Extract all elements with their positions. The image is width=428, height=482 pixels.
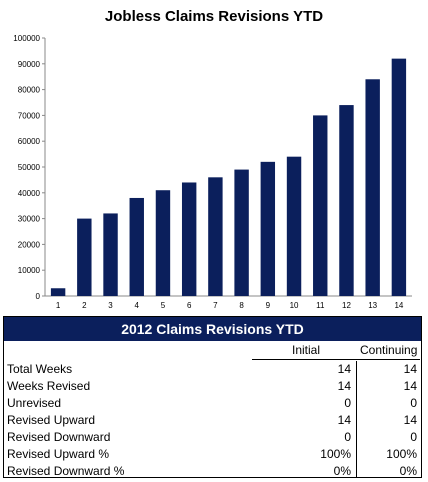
table-body: Total Weeks 14 14 Weeks Revised 14 14 Unrevise…	[4, 361, 421, 480]
bar	[50, 288, 66, 296]
table-row: Total Weeks 14 14	[4, 361, 421, 378]
bar	[129, 197, 144, 296]
bar	[155, 190, 171, 296]
initial-value: 14	[337, 362, 351, 376]
y-tick-label: 10000	[18, 266, 41, 275]
bar	[181, 182, 197, 296]
x-tick-label: 14	[394, 301, 403, 310]
y-tick-label: 40000	[18, 189, 41, 198]
x-tick-label: 5	[161, 301, 166, 310]
continuing-value: 14	[403, 379, 417, 393]
table-row: Unrevised 0 0	[4, 395, 421, 412]
y-tick-label: 20000	[18, 240, 41, 249]
initial-value: 100%	[320, 447, 351, 461]
y-tick-label: 80000	[18, 86, 41, 95]
continuing-value: 100%	[386, 447, 417, 461]
x-tick-label: 7	[213, 301, 218, 310]
revisions-table: 2012 Claims Revisions YTD Initial Contin…	[3, 316, 422, 478]
x-tick-label: 10	[290, 301, 299, 310]
x-tick-label: 9	[266, 301, 271, 310]
table-row: Revised Upward 14 14	[4, 412, 421, 429]
initial-value: 14	[337, 413, 351, 427]
continuing-value: 14	[403, 413, 417, 427]
bar	[391, 58, 407, 296]
continuing-value: 0	[410, 430, 417, 444]
x-tick-label: 2	[82, 301, 87, 310]
chart-title: Jobless Claims Revisions YTD	[104, 8, 324, 25]
x-tick-label: 12	[342, 301, 351, 310]
bar	[313, 115, 328, 297]
initial-value: 14	[337, 379, 351, 393]
table-row: Revised Downward 0 0	[4, 429, 421, 446]
bar	[77, 218, 92, 296]
continuing-value: 0%	[399, 464, 417, 478]
bar-chart: 0 10000 20000 30000 40000 50000 60000 70000 8000…	[13, 34, 412, 310]
table-row: Weeks Revised 14 14	[4, 378, 421, 395]
table-row: Revised Downward % 0% 0%	[4, 463, 421, 480]
row-label: Revised Upward %	[7, 447, 110, 461]
bar	[339, 105, 354, 296]
continuing-value: 0	[410, 396, 417, 410]
header-underline	[252, 359, 420, 360]
bar	[234, 169, 249, 296]
y-tick-label: 50000	[18, 163, 41, 172]
y-tick-label: 90000	[18, 60, 41, 69]
column-divider	[356, 361, 357, 477]
row-label: Revised Upward	[7, 413, 96, 427]
column-header-initial: Initial	[292, 343, 321, 357]
y-tick-label: 0	[36, 292, 41, 301]
table-header: Initial Continuing	[4, 341, 421, 361]
x-tick-label: 8	[239, 301, 244, 310]
x-tick-label: 11	[316, 301, 325, 310]
bar	[286, 156, 302, 296]
initial-value: 0	[344, 430, 351, 444]
bar	[103, 213, 118, 296]
bar	[365, 79, 380, 296]
x-tick-label: 13	[368, 301, 377, 310]
bar	[260, 161, 276, 296]
initial-value: 0	[344, 396, 351, 410]
row-label: Revised Downward	[7, 430, 111, 444]
row-label: Total Weeks	[7, 362, 73, 376]
row-label: Unrevised	[7, 396, 62, 410]
x-tick-label: 6	[187, 301, 192, 310]
y-tick-label: 30000	[18, 215, 41, 224]
y-tick-label: 100000	[13, 34, 40, 43]
row-label: Weeks Revised	[7, 379, 91, 393]
continuing-value: 14	[403, 362, 417, 376]
y-tick-label: 70000	[18, 111, 41, 120]
table-row: Revised Upward % 100% 100%	[4, 446, 421, 463]
x-tick-label: 4	[135, 301, 140, 310]
bar	[208, 177, 223, 296]
y-tick-label: 60000	[18, 137, 41, 146]
table-title: 2012 Claims Revisions YTD	[4, 317, 421, 341]
x-tick-label: 1	[56, 301, 61, 310]
row-label: Revised Downward %	[7, 464, 125, 478]
column-header-continuing: Continuing	[360, 343, 418, 357]
initial-value: 0%	[333, 464, 351, 478]
x-tick-label: 3	[108, 301, 113, 310]
